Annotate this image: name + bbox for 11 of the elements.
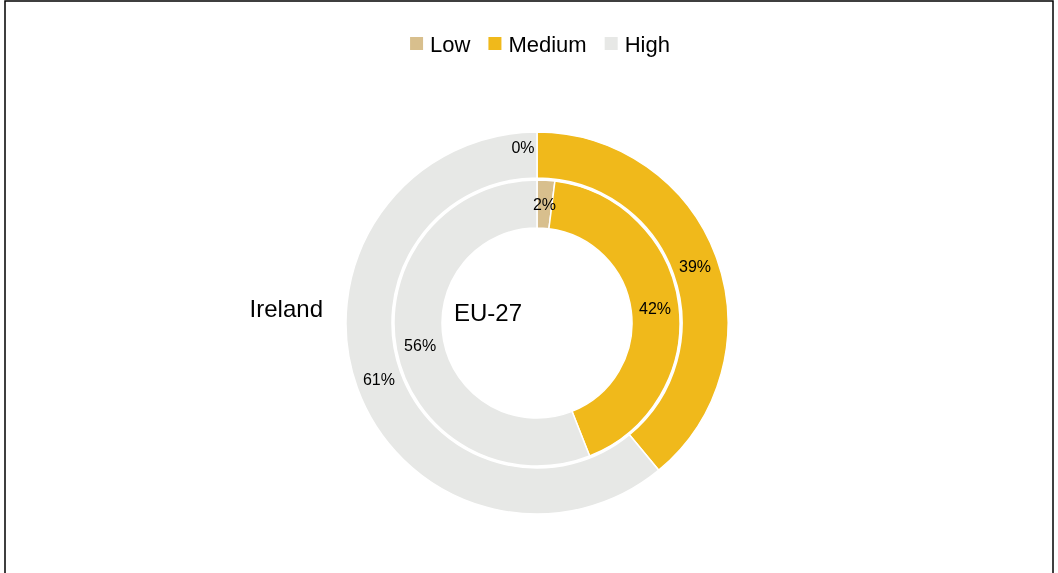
- slice-label: Ireland: [249, 294, 323, 322]
- text: 0%: [511, 138, 535, 156]
- legend-label: High: [624, 31, 670, 57]
- legend-label: Medium: [508, 31, 587, 57]
- legend-label: Low: [430, 31, 471, 57]
- data-label: 61%: [362, 371, 395, 389]
- slice-label: EU-27: [453, 298, 523, 326]
- data-label: 42%: [639, 299, 672, 317]
- data-label: 56%: [404, 336, 437, 354]
- data-label: 2%: [532, 195, 557, 213]
- data-label: 39%: [679, 257, 712, 275]
